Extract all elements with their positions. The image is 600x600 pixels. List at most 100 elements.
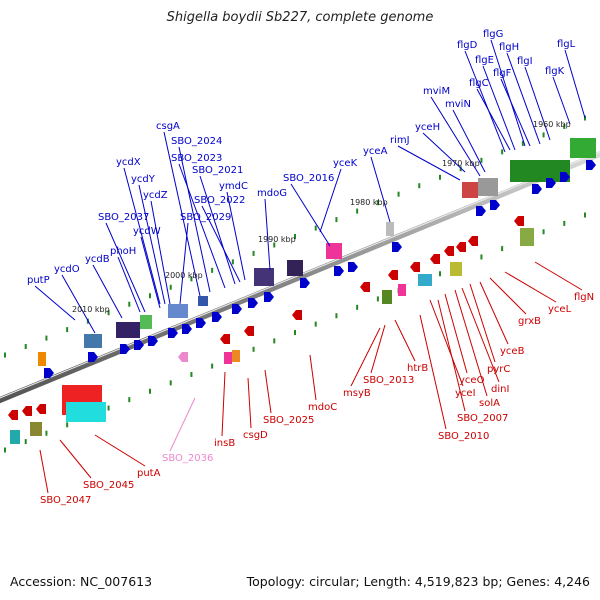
gene-leader-line [150, 200, 171, 305]
forward-gene-label[interactable]: SBO_2024 [171, 136, 222, 147]
forward-gene-label[interactable]: rimJ [390, 135, 410, 146]
gene-leader-line [524, 66, 551, 141]
forward-gene-label[interactable]: SBO_2029 [180, 212, 231, 223]
forward-gene-arrow [546, 178, 556, 188]
scale-tick [335, 217, 338, 223]
gene-leader-line [437, 299, 466, 412]
scale-tick [563, 220, 566, 226]
gene-leader-line [178, 146, 211, 293]
scale-tick [314, 225, 317, 231]
forward-gene-label[interactable]: flgF [493, 68, 512, 79]
accession-text: Accession: NC_007613 [10, 574, 153, 589]
forward-gene-label[interactable]: ycdB [85, 254, 110, 265]
forward-gene-label[interactable]: putP [27, 275, 50, 286]
reverse-gene-label[interactable]: msyB [343, 388, 371, 399]
forward-gene-label[interactable]: SBO_2022 [194, 195, 245, 206]
forward-gene-label[interactable]: flgC [469, 78, 489, 89]
reverse-gene-label[interactable]: SBO_2025 [263, 415, 314, 426]
reverse-gene-label[interactable]: SBO_2036 [162, 453, 213, 464]
reverse-gene-label[interactable]: dinI [491, 384, 509, 395]
gene-leader-line [264, 198, 271, 271]
scale-tick [335, 313, 338, 319]
forward-gene-label[interactable]: flgH [499, 42, 519, 53]
scale-tick [439, 174, 441, 180]
reverse-gene-label[interactable]: yceO [459, 375, 485, 386]
reverse-gene-label[interactable]: yceL [548, 304, 572, 315]
forward-gene-label[interactable]: flgE [475, 55, 494, 66]
gene-leader-line [397, 145, 461, 181]
reverse-gene-label[interactable]: flgN [574, 292, 594, 303]
scale-tick [480, 254, 483, 260]
scale-tick [521, 140, 524, 146]
forward-gene-arrow [168, 328, 178, 338]
gene-feature [10, 430, 20, 444]
reverse-gene-label[interactable]: yceB [500, 346, 525, 357]
reverse-gene-label[interactable]: SBO_2007 [457, 413, 508, 424]
reverse-gene-label[interactable]: SBO_2013 [363, 375, 414, 386]
forward-gene-label[interactable]: SBO_2023 [171, 153, 222, 164]
reverse-gene-label[interactable]: pyrC [487, 364, 510, 375]
gene-leader-line [178, 163, 226, 289]
gene-leader-line [105, 222, 146, 313]
gene-leader-line [490, 39, 526, 147]
reverse-gene-label[interactable]: yceI [455, 388, 476, 399]
gene-leader-line [123, 167, 161, 305]
scale-tick [149, 388, 151, 394]
reverse-gene-arrow [22, 406, 32, 416]
forward-gene-label[interactable]: csgA [156, 121, 180, 132]
gene-leader-line [419, 314, 447, 430]
gene-feature [232, 350, 240, 362]
forward-gene-label[interactable]: ycdX [116, 157, 141, 168]
scale-tick [66, 327, 69, 333]
forward-gene-label[interactable]: flgK [545, 66, 565, 77]
reverse-gene-label[interactable]: insB [214, 438, 235, 449]
forward-gene-label[interactable]: ycdZ [143, 190, 168, 201]
reverse-gene-arrow [388, 270, 398, 280]
gene-feature [30, 422, 42, 436]
forward-gene-label[interactable]: flgD [457, 40, 478, 51]
reverse-gene-arrow [360, 282, 370, 292]
scale-tick [294, 234, 296, 239]
scale-tick [190, 371, 193, 377]
reverse-gene-label[interactable]: grxB [518, 316, 541, 327]
gene-leader-line [199, 175, 236, 285]
scale-tick-label: 2010 kbp [72, 305, 110, 314]
scale-tick [252, 250, 255, 256]
gene-feature [520, 228, 534, 246]
forward-gene-label[interactable]: mdoG [257, 188, 287, 199]
forward-gene-label[interactable]: flgI [517, 56, 533, 67]
forward-gene-label[interactable]: yceH [415, 122, 440, 133]
map-title: Shigella boydii Sb227, complete genome [166, 10, 434, 25]
reverse-gene-arrow [244, 326, 254, 336]
forward-gene-label[interactable]: ycdO [54, 264, 80, 275]
forward-gene-label[interactable]: SBO_2016 [283, 173, 334, 184]
forward-gene-label[interactable]: mviM [423, 86, 450, 97]
gene-leader-line [290, 183, 331, 247]
forward-gene-arrow [490, 200, 500, 210]
forward-gene-label[interactable]: phoH [110, 246, 136, 257]
gene-leader-line [309, 354, 317, 401]
gene-feature [450, 262, 462, 276]
reverse-gene-label[interactable]: mdoC [308, 402, 337, 413]
gene-feature [66, 402, 106, 422]
reverse-gene-label[interactable]: putA [137, 468, 161, 479]
forward-gene-label[interactable]: yceA [363, 146, 388, 157]
forward-gene-arrow [134, 340, 144, 350]
reverse-gene-label[interactable]: SBO_2010 [438, 431, 489, 442]
forward-gene-label[interactable]: yceK [333, 158, 358, 169]
forward-gene-label[interactable]: ycdY [131, 174, 156, 185]
forward-gene-label[interactable]: ymdC [219, 181, 248, 192]
reverse-gene-label[interactable]: solA [479, 398, 500, 409]
scale-tick [66, 422, 69, 428]
forward-gene-label[interactable]: SBO_2021 [192, 165, 243, 176]
reverse-gene-label[interactable]: SBO_2047 [40, 495, 91, 506]
reverse-gene-label[interactable]: csgD [243, 430, 268, 441]
scale-tick [356, 304, 359, 310]
forward-gene-label[interactable]: mviN [445, 99, 471, 110]
forward-gene-label[interactable]: flgL [557, 39, 576, 50]
reverse-gene-label[interactable]: SBO_2045 [83, 480, 134, 491]
forward-gene-label[interactable]: SBO_2037 [98, 212, 149, 223]
reverse-gene-label[interactable]: htrB [407, 363, 428, 374]
forward-gene-label[interactable]: ycdW [133, 226, 161, 237]
forward-gene-label[interactable]: flgG [483, 29, 503, 40]
